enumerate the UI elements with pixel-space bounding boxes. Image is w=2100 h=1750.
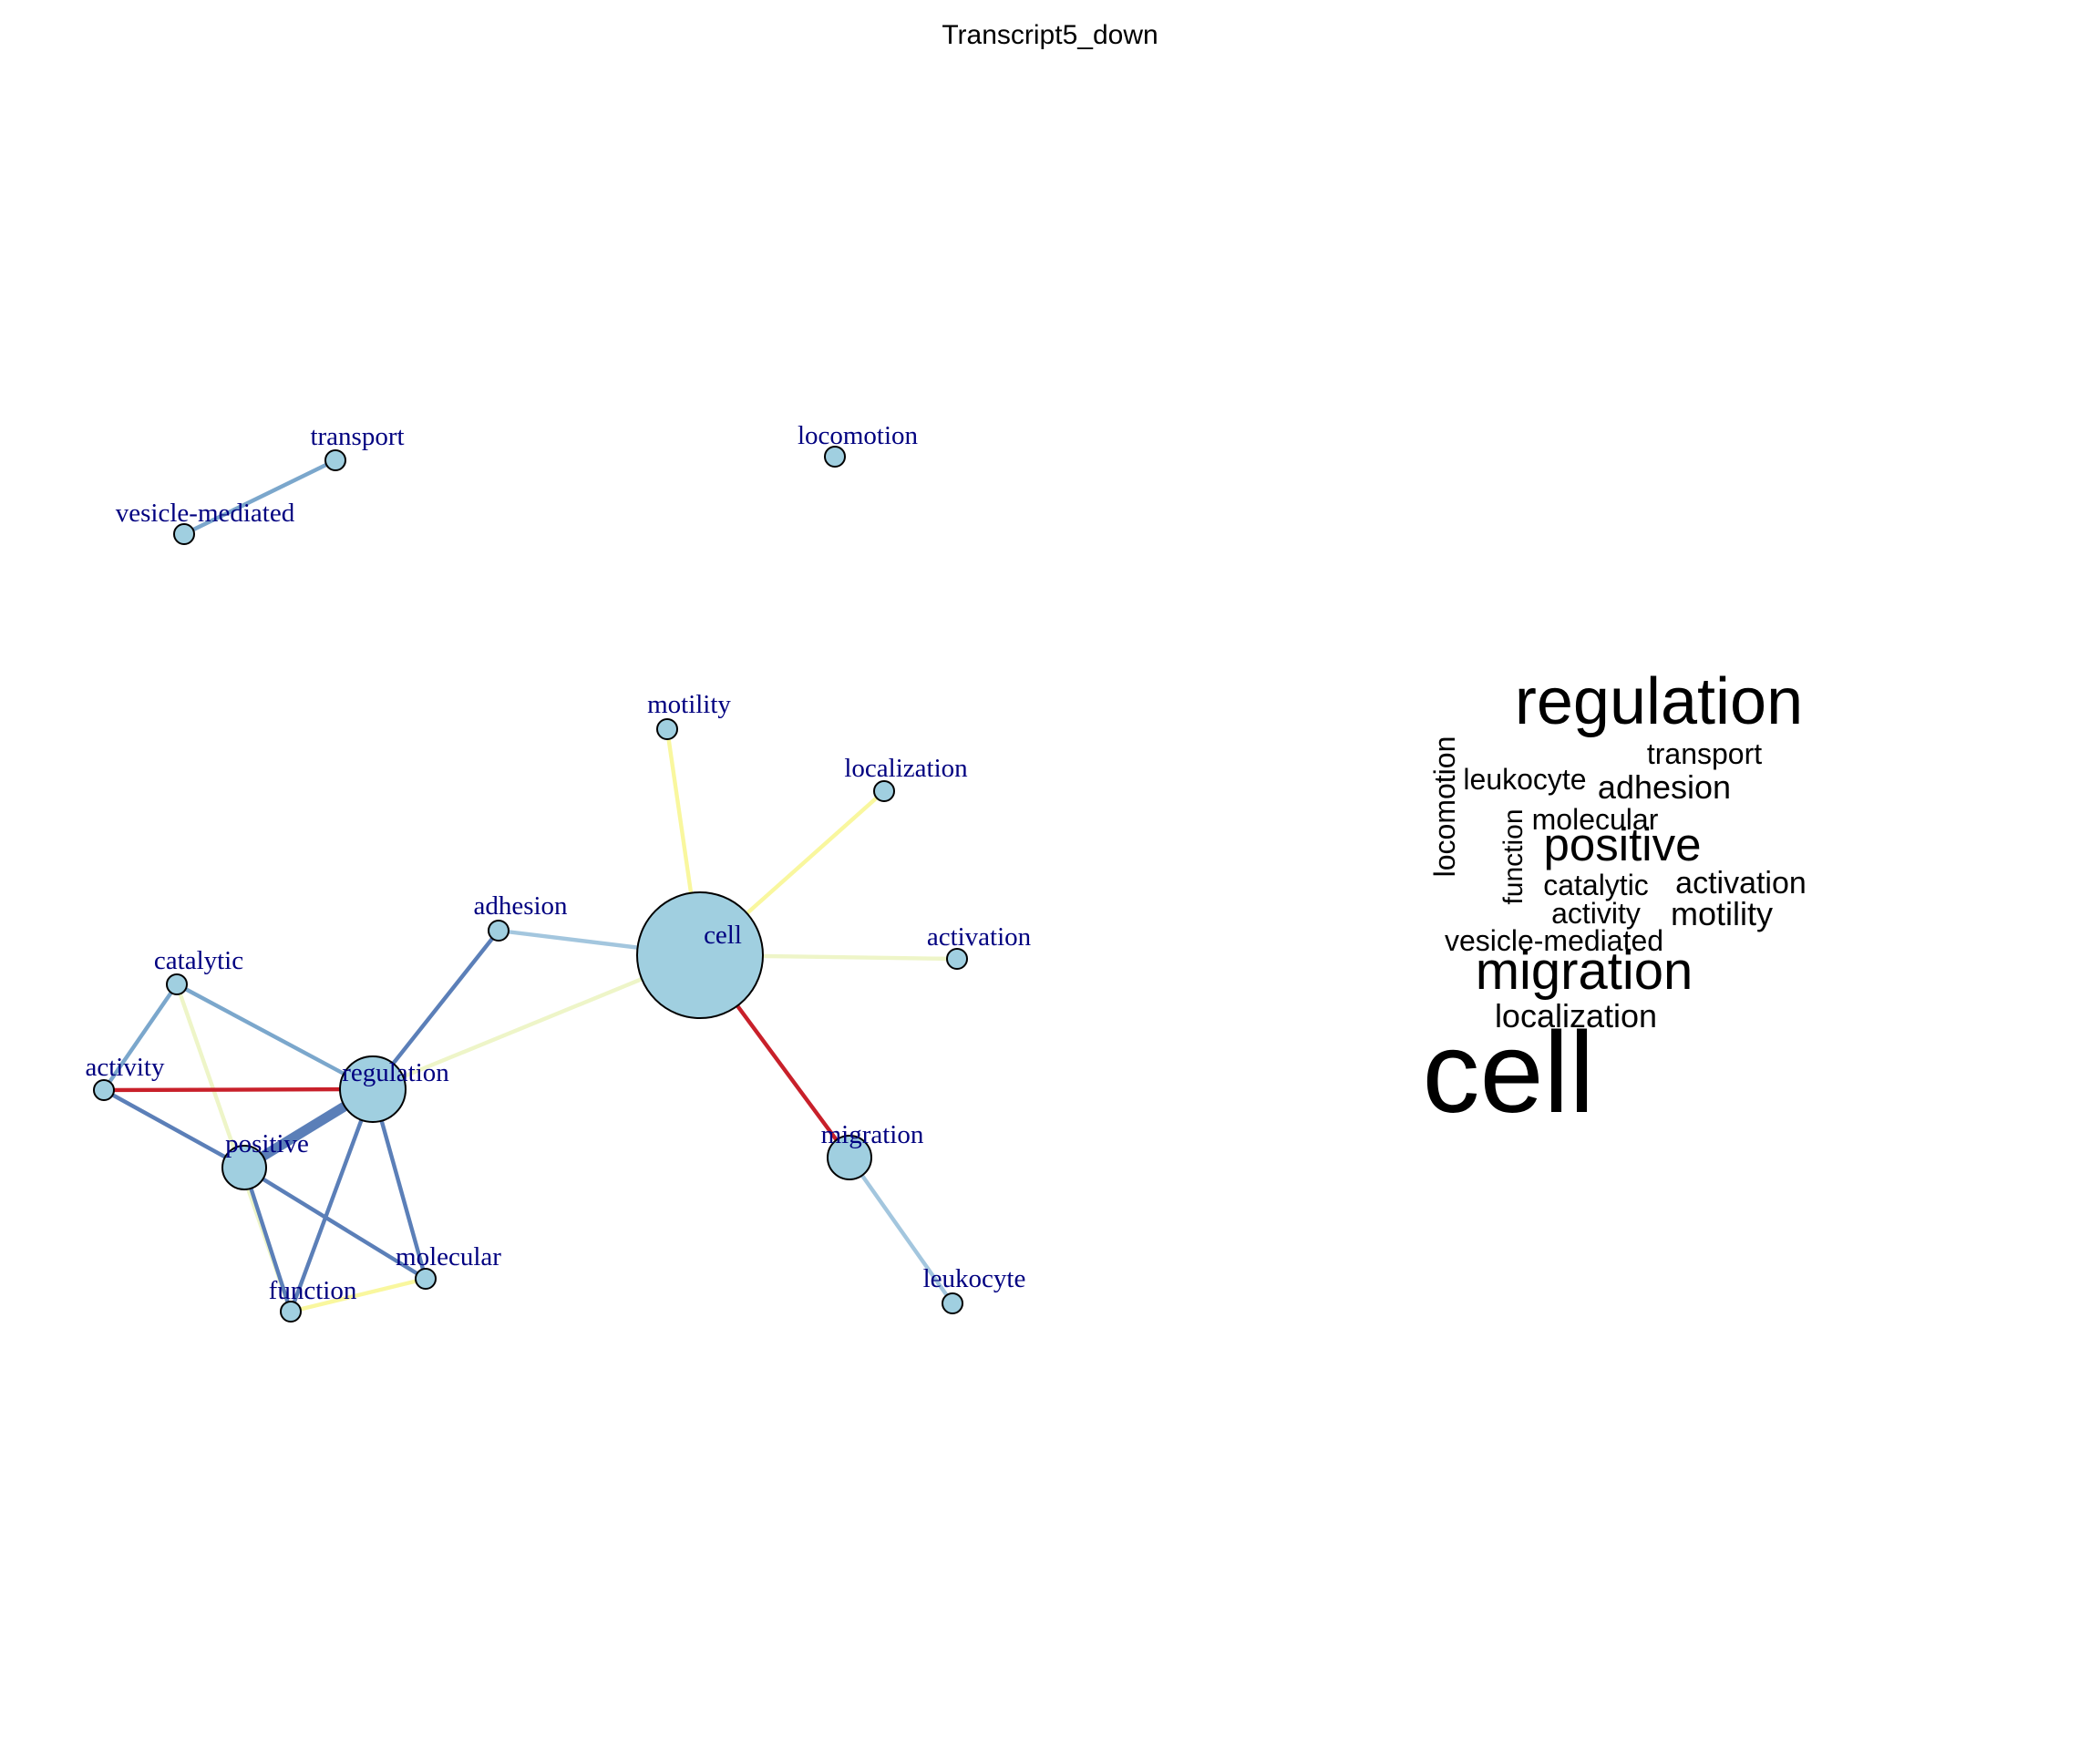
node-catalytic [166,973,188,995]
node-transport [324,449,346,471]
edge-catalytic-regulation [175,983,375,1091]
node-label-leukocyte: leukocyte [923,1264,1026,1293]
node-label-positive: positive [225,1129,309,1158]
node-label-localization: localization [844,754,968,783]
node-label-transport: transport [310,422,404,451]
cloud-word-activation: activation [1675,866,1807,901]
node-function [280,1301,302,1323]
node-label-regulation: regulation [342,1058,449,1087]
edge-vesicle-mediated-transport [183,458,336,536]
node-label-migration: migration [821,1120,924,1149]
node-migration [827,1135,872,1180]
edge-regulation-function [288,1088,376,1312]
edge-positive-function [242,1167,293,1312]
cloud-word-leukocyte: leukocyte [1463,763,1586,796]
cloud-word-activity: activity [1551,897,1641,930]
edge-catalytic-activity [102,983,179,1092]
edge-positive-molecular [242,1166,427,1281]
cloud-word-localization: localization [1495,997,1657,1035]
node-label-motility: motility [647,690,731,719]
figure-title: Transcript5_down [942,20,1158,50]
edge-activity-positive [102,1088,246,1169]
node-label-activity: activity [86,1053,165,1082]
node-cell [636,891,764,1019]
cloud-word-function: function [1498,808,1529,904]
node-adhesion [488,920,510,942]
edge-migration-leukocyte [848,1156,954,1305]
cloud-word-vesicle-mediated: vesicle-mediated [1445,924,1663,957]
node-leukocyte [942,1292,963,1314]
node-locomotion [824,446,846,468]
node-localization [873,780,895,802]
node-vesicle-mediated [173,523,195,545]
cloud-word-positive: positive [1544,818,1702,870]
node-regulation [339,1055,407,1123]
cloud-word-catalytic: catalytic [1543,869,1649,901]
cloud-word-adhesion: adhesion [1598,768,1731,806]
network-node-labels: transport vesicle-mediated locomotion motil… [86,421,1032,1305]
node-label-locomotion: locomotion [798,421,919,450]
cloud-word-molecular: molecular [1532,803,1659,836]
cloud-word-transport: transport [1647,737,1762,770]
node-label-function: function [269,1276,357,1305]
node-label-cell: cell [704,921,742,950]
edge-activity-regulation [103,1086,374,1093]
node-label-adhesion: adhesion [473,891,568,921]
cloud-word-migration: migration [1476,942,1693,1001]
edge-adhesion-regulation [371,929,500,1091]
node-activity [93,1079,115,1101]
node-motility [656,718,678,740]
cloud-word-locomotion: locomotion [1428,736,1461,878]
cloud-word-cell: cell [1422,1008,1594,1137]
node-label-catalytic: catalytic [154,946,243,975]
network-nodes [93,446,968,1323]
node-molecular [415,1268,437,1290]
node-label-molecular: molecular [396,1242,501,1271]
edge-function-molecular [290,1276,427,1314]
node-label-activation: activation [927,922,1032,952]
cloud-word-regulation: regulation [1515,665,1803,738]
node-positive [221,1145,267,1190]
cloud-word-motility: motility [1671,895,1773,932]
node-activation [946,948,968,970]
node-label-vesicle-mediated: vesicle-mediated [116,499,295,528]
